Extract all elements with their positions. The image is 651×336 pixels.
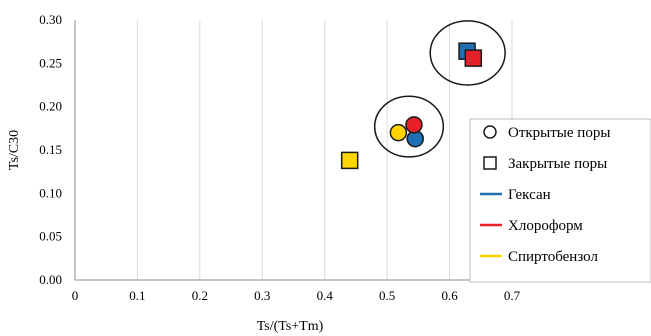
- x-tick-label: 0.6: [441, 288, 458, 303]
- x-tick-label: 0.2: [192, 288, 208, 303]
- y-tick-label: 0.25: [39, 55, 62, 70]
- x-tick-label: 0.5: [379, 288, 395, 303]
- legend: Открытые поры Закрытые поры Гексан Хлорофор…: [469, 118, 651, 283]
- legend-square-icon: [483, 156, 497, 170]
- data-points: [340, 42, 483, 170]
- y-tick-label: 0.00: [39, 272, 62, 287]
- x-tick-label: 0.1: [129, 288, 145, 303]
- legend-label: Закрытые поры: [508, 156, 607, 172]
- y-axis-label: Ts/C30: [7, 130, 22, 170]
- x-tick-label: 0: [72, 288, 79, 303]
- x-tick-label: 0.3: [254, 288, 270, 303]
- legend-label: Гексан: [508, 187, 551, 203]
- legend-circle-icon: [483, 125, 497, 139]
- y-tick-label: 0.05: [39, 229, 62, 244]
- y-tick-labels: 0.00 0.05 0.10 0.15 0.20 0.25 0.30: [39, 12, 62, 287]
- y-tick-label: 0.20: [39, 99, 62, 114]
- y-tick-label: 0.10: [39, 185, 62, 200]
- annotation-ellipses: [373, 20, 506, 158]
- y-tick-label: 0.15: [39, 142, 62, 157]
- x-tick-label: 0.7: [504, 288, 521, 303]
- data-point-circle: [389, 123, 408, 142]
- axes: [74, 20, 512, 281]
- x-tick-labels: 0 0.1 0.2 0.3 0.4 0.5 0.6 0.7: [72, 288, 521, 303]
- data-point-square: [340, 151, 359, 170]
- annotation-ellipse: [373, 95, 445, 158]
- data-point-circle: [405, 116, 423, 134]
- data-point-square: [464, 49, 483, 67]
- legend-label: Хлороформ: [508, 218, 583, 234]
- grid-lines: [136, 20, 513, 280]
- y-tick-label: 0.30: [39, 12, 62, 27]
- x-tick-label: 0.4: [317, 288, 334, 303]
- x-axis-label: Ts/(Ts+Tm): [257, 319, 324, 334]
- legend-label: Открытые поры: [508, 125, 610, 141]
- annotation-ellipse: [429, 20, 506, 86]
- legend-label: Спиртобензол: [508, 249, 598, 265]
